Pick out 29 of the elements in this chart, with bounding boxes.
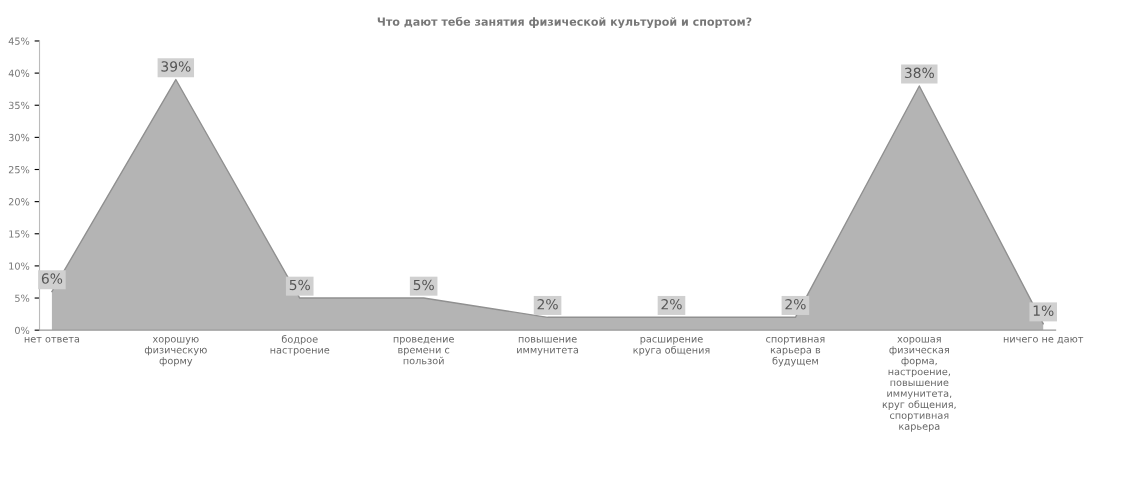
chart-title: Что дают тебе занятия физической культурой и спортом? xyxy=(377,16,752,29)
x-tick-label: бодрое настроение xyxy=(270,335,330,356)
y-tick-label: 45% xyxy=(8,37,30,45)
y-tick-label: 5% xyxy=(15,294,30,302)
data-label: 39% xyxy=(161,61,191,72)
y-tick-label: 0% xyxy=(15,326,30,334)
data-label: 2% xyxy=(785,298,806,310)
data-label: 2% xyxy=(661,298,682,310)
x-tick-label: расширение круга общения xyxy=(633,336,710,356)
data-label: 1% xyxy=(1033,305,1054,316)
x-tick-label: повышение иммунитета xyxy=(517,336,579,356)
data-label: 6% xyxy=(41,273,63,284)
data-label: 5% xyxy=(289,279,310,291)
y-tick-label: 10% xyxy=(9,262,30,270)
x-tick-label: ничего не дают xyxy=(1003,336,1084,344)
data-label: 38% xyxy=(904,67,934,79)
x-tick-label: спортивная карьера в будущем xyxy=(766,336,825,367)
data-label: 5% xyxy=(413,279,434,291)
y-tick-label: 20% xyxy=(8,198,30,206)
y-tick-label: 25% xyxy=(8,165,30,174)
y-tick-label: 15% xyxy=(9,230,30,238)
y-tick-label: 40% xyxy=(8,69,30,77)
y-tick-label: 35% xyxy=(8,101,30,110)
data-label: 2% xyxy=(537,298,558,310)
category-label: хорошая физическая форма, настроение, повышение иммунитета, круг общения, спортивная карьера xyxy=(882,336,956,432)
x-tick-label: нет ответа xyxy=(24,336,80,343)
y-tick-label: 30% xyxy=(8,133,30,142)
x-tick-label: хорошую физическую форму xyxy=(144,336,207,367)
x-tick-label: проведение времени с пользой xyxy=(393,336,454,365)
